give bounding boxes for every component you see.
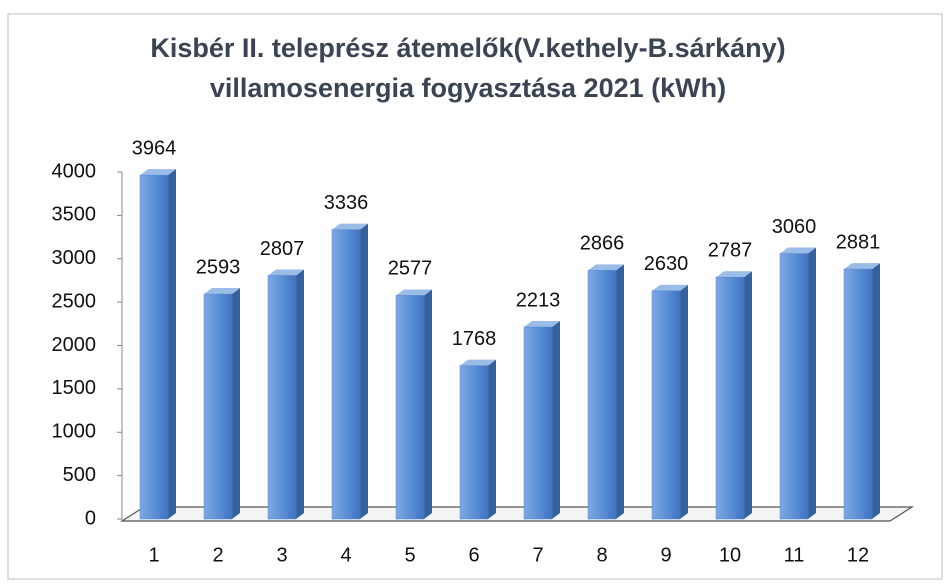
y-tick-label: 500: [63, 464, 96, 486]
chart-title: villamosenergia fogyasztása 2021 (kWh): [210, 73, 726, 103]
bar: [203, 293, 233, 520]
y-tick-label: 1000: [52, 421, 97, 443]
value-label: 2577: [388, 258, 433, 280]
bar-top: [780, 247, 816, 254]
x-tick-label: 8: [596, 544, 607, 566]
frame: [7, 13, 943, 580]
bar-top: [460, 359, 496, 366]
bar: [715, 276, 745, 520]
x-tick-label: 10: [719, 544, 741, 566]
value-label: 2807: [260, 238, 305, 260]
x-tick-label: 9: [660, 544, 671, 566]
bar: [331, 229, 361, 520]
value-label: 3336: [324, 192, 369, 214]
bar-side: [616, 264, 624, 519]
bar-top: [332, 223, 368, 230]
bar: [843, 268, 873, 520]
bar: [523, 326, 553, 520]
bar-top: [140, 169, 176, 176]
bar: [459, 365, 489, 520]
value-label: 2213: [516, 289, 561, 311]
value-label: 2866: [580, 233, 625, 255]
bar-side: [552, 321, 560, 519]
value-label: 2630: [644, 253, 689, 275]
value-label: 3060: [772, 216, 817, 238]
bar-side: [232, 288, 240, 519]
bar-top: [396, 289, 432, 296]
bar-top: [588, 264, 624, 271]
bar-side: [360, 223, 368, 520]
bar-side: [808, 247, 816, 520]
bar-side: [488, 359, 496, 519]
bar-side: [872, 263, 880, 519]
y-tick-label: 4000: [52, 160, 97, 182]
y-tick-label: 0: [85, 507, 96, 529]
bar-side: [168, 169, 176, 520]
value-label: 2881: [836, 231, 881, 253]
bar: [395, 295, 425, 520]
x-tick-label: 4: [340, 544, 351, 566]
bar-top: [204, 288, 240, 295]
bar: [267, 275, 297, 520]
value-label: 2593: [196, 256, 241, 278]
x-tick-label: 1: [148, 544, 159, 566]
value-label: 3964: [132, 137, 177, 159]
x-tick-label: 6: [468, 544, 479, 566]
chart-title: Kisbér II. teleprész átemelők(V.kethely-…: [150, 33, 785, 63]
bar-side: [296, 269, 304, 519]
bar: [587, 270, 617, 520]
bar-top: [716, 271, 752, 278]
x-tick-label: 7: [532, 544, 543, 566]
bar-side: [424, 289, 432, 519]
y-tick-label: 1500: [52, 377, 97, 399]
y-tick-label: 2000: [52, 334, 97, 356]
bar: [139, 174, 169, 520]
x-tick-label: 3: [276, 544, 287, 566]
value-label: 2787: [708, 240, 753, 262]
bar: [651, 290, 681, 520]
bar: [779, 253, 809, 520]
bar-top: [652, 284, 688, 291]
bar-side: [744, 271, 752, 519]
x-tick-label: 11: [784, 544, 805, 566]
bar-side: [680, 284, 688, 519]
bar-top: [844, 263, 880, 270]
value-label: 1768: [452, 328, 497, 350]
x-tick-label: 2: [212, 544, 223, 566]
y-tick-label: 2500: [52, 290, 97, 312]
y-tick-label: 3500: [52, 204, 97, 226]
x-tick-label: 12: [847, 544, 869, 566]
y-tick-label: 3000: [52, 247, 97, 269]
bar-top: [268, 269, 304, 276]
bar-top: [524, 321, 560, 328]
floor: [119, 506, 915, 522]
x-tick-label: 5: [404, 544, 415, 566]
